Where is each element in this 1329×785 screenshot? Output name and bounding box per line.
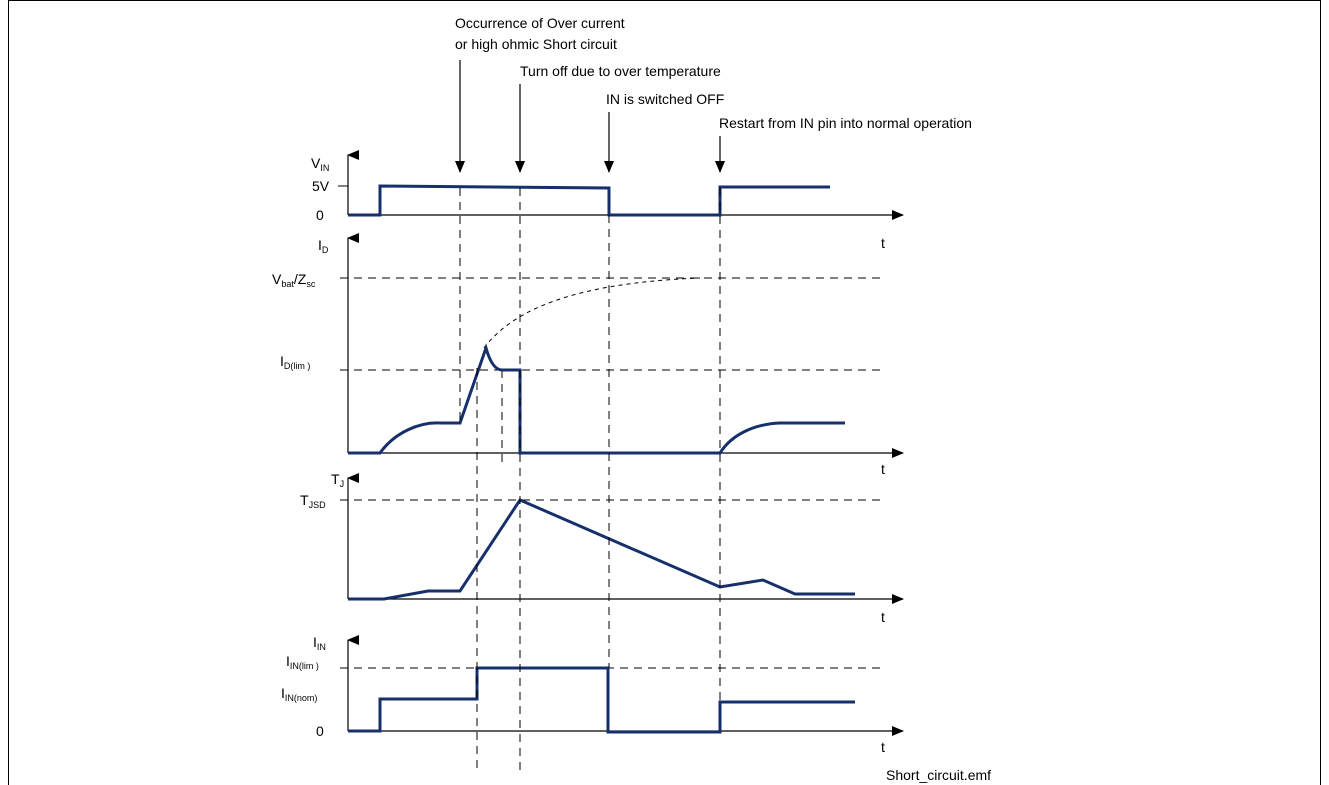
iin-axis-label: IIN bbox=[313, 634, 326, 652]
annotation-overcurrent-line1: Occurrence of Over current bbox=[455, 15, 625, 31]
iin-panel: IIN IIN(lim ) IIN(nom) 0 t bbox=[281, 634, 904, 755]
tj-panel: TJ TJSD t bbox=[300, 471, 904, 625]
vin-t-label: t bbox=[881, 235, 885, 251]
iin-tick-0: 0 bbox=[316, 723, 324, 739]
iin-t-label: t bbox=[881, 739, 885, 755]
vin-panel: VIN 5V 0 t bbox=[311, 150, 904, 251]
vin-waveform bbox=[348, 184, 830, 217]
id-unlimited-current-curve bbox=[483, 277, 701, 349]
iin-lim-label: IIN(lim ) bbox=[286, 653, 319, 671]
figure-caption: Short_circuit.emf bbox=[886, 767, 991, 783]
iin-nom-label: IIN(nom) bbox=[281, 685, 317, 703]
tj-shutdown-label: TJSD bbox=[300, 492, 326, 510]
id-vbat-zsc-label: Vbat/Zsc bbox=[272, 271, 316, 289]
figure-frame bbox=[8, 0, 1321, 785]
vin-tick-0: 0 bbox=[316, 207, 324, 223]
iin-waveform bbox=[348, 666, 855, 734]
tj-waveform bbox=[348, 498, 855, 601]
id-panel: ID Vbat/Zsc ID(lim ) t bbox=[272, 233, 904, 477]
tj-axis-label: TJ bbox=[331, 471, 344, 489]
tj-t-label: t bbox=[881, 609, 885, 625]
id-dlim-label: ID(lim ) bbox=[280, 353, 310, 371]
annotation-overcurrent-line2: or high ohmic Short circuit bbox=[455, 36, 617, 52]
vin-axis-label: VIN bbox=[311, 155, 329, 173]
id-t-label: t bbox=[881, 461, 885, 477]
id-waveform bbox=[348, 343, 845, 455]
vin-tick-5v: 5V bbox=[312, 178, 330, 194]
id-axis-label: ID bbox=[318, 237, 329, 255]
annotation-overtemp: Turn off due to over temperature bbox=[520, 63, 721, 79]
annotation-in-off: IN is switched OFF bbox=[606, 91, 724, 107]
annotation-restart: Restart from IN pin into normal operatio… bbox=[719, 115, 972, 131]
